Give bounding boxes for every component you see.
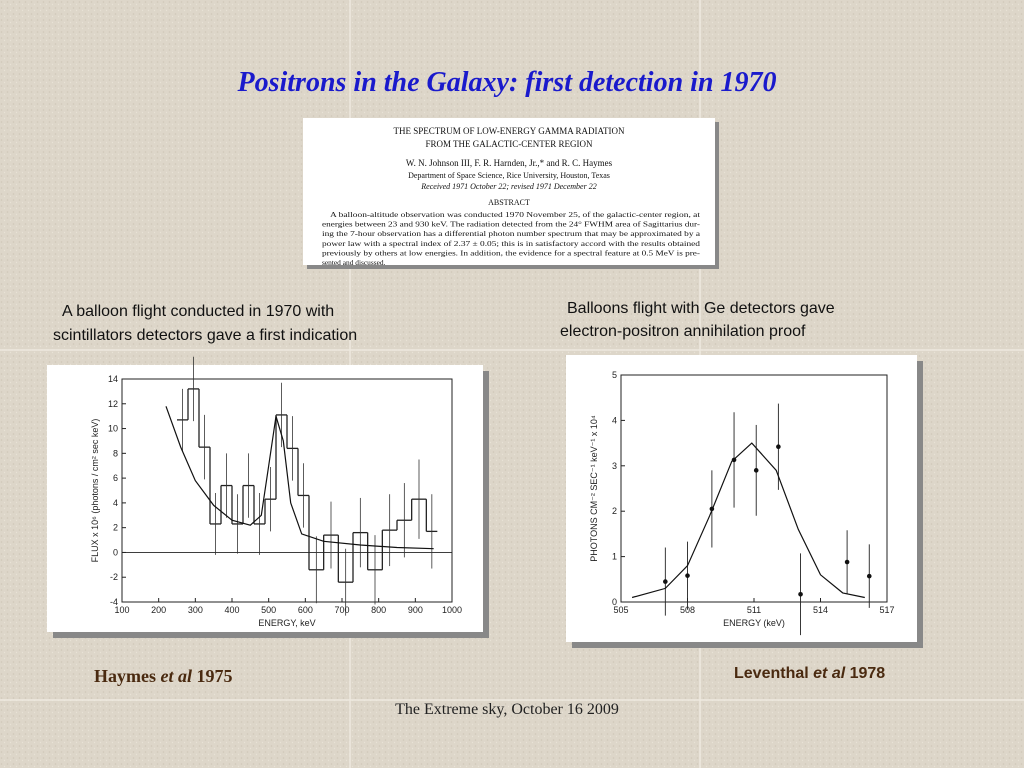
caption: Balloons flight with Ge detectors gave (567, 300, 835, 317)
x-axis-label: ENERGY (keV) (723, 618, 785, 628)
data-point (866, 573, 872, 579)
y-tick-label: 12 (108, 399, 118, 409)
authors: W. N. Johnson III, F. R. Harnden, Jr.,* … (406, 158, 613, 168)
y-tick-label: 8 (113, 448, 118, 458)
x-tick-label: 100 (114, 605, 129, 615)
y-tick-label: 2 (612, 506, 617, 516)
abstract-line: A balloon-altitude observation was condu… (330, 210, 701, 219)
citation-etal: et al (813, 665, 846, 682)
y-tick-label: 6 (113, 473, 118, 483)
y-tick-label: 1 (612, 552, 617, 562)
citation-name: Leventhal (734, 665, 809, 682)
abstract: THE SPECTRUM OF LOW-ENERGY GAMMA RADIATI… (322, 126, 701, 267)
x-tick-label: 500 (261, 605, 276, 615)
slide-title: Positrons in the Galaxy: first detection… (236, 67, 776, 98)
data-point (753, 468, 759, 473)
y-tick-label: 4 (113, 498, 118, 508)
affiliation: Department of Space Science, Rice Univer… (408, 171, 610, 180)
caption: scintillators detectors gave a first ind… (53, 327, 357, 344)
data-point (685, 573, 690, 578)
citation: Haymes et al 1975 (94, 666, 233, 686)
abstract-line: power law with a spectral index of 2.37 … (322, 239, 700, 248)
x-tick-label: 1000 (442, 605, 462, 615)
x-tick-label: 900 (408, 605, 423, 615)
y-tick-label: 0 (612, 597, 617, 607)
paper-title: FROM THE GALACTIC-CENTER REGION (425, 139, 593, 149)
model-curve (165, 406, 434, 550)
y-tick-label: 14 (108, 374, 118, 384)
x-tick-label: 514 (813, 605, 828, 615)
x-tick-label: 800 (371, 605, 386, 615)
data-point (776, 444, 781, 450)
data-point (798, 591, 803, 597)
axes-frame (121, 378, 453, 603)
abstract-heading: ABSTRACT (488, 198, 530, 207)
y-tick-label: 3 (612, 461, 617, 471)
abstract-box (303, 118, 715, 265)
data-point (844, 559, 850, 565)
received: Received 1971 October 22; revised 1971 D… (420, 182, 596, 191)
x-tick-label: 700 (334, 605, 349, 615)
y-tick-label: 2 (113, 523, 118, 533)
citation-year: 1978 (850, 665, 886, 682)
y-tick-label: -4 (110, 597, 118, 607)
citation-etal: et al (161, 666, 193, 686)
footer: The Extreme sky, October 16 2009 (395, 701, 619, 718)
citation: Leventhal et al 1978 (734, 665, 885, 682)
paper-title: THE SPECTRUM OF LOW-ENERGY GAMMA RADIATI… (394, 126, 625, 136)
citation-name: Haymes (94, 666, 156, 686)
y-axis-label: PHOTONS CM⁻² SEC⁻¹ keV⁻¹ x 10⁴ (589, 415, 599, 562)
y-tick-label: -2 (110, 572, 118, 582)
x-axis-label: ENERGY, keV (258, 618, 315, 628)
abstract-line: previously by others at low energies. In… (322, 248, 701, 257)
data-point (663, 579, 668, 584)
x-tick-label: 508 (680, 605, 695, 615)
x-tick-label: 300 (188, 605, 203, 615)
caption: electron-positron annihilation proof (560, 323, 806, 340)
model-curve (631, 442, 865, 599)
x-tick-label: 200 (151, 605, 166, 615)
x-tick-label: 400 (224, 605, 239, 615)
plots: 100 200 300 400 500 600 700 800 900 1000-4-202468… (90, 356, 895, 636)
caption: A balloon flight conducted in 1970 with (62, 303, 334, 320)
abstract-line: energies between 23 and 930 keV. The rad… (322, 220, 701, 229)
x-tick-label: 505 (613, 605, 628, 615)
x-tick-label: 517 (879, 605, 894, 615)
abstract-line: ing the 7-hour observation has a differe… (322, 229, 701, 238)
y-tick-label: 10 (108, 424, 118, 434)
y-axis-label: FLUX x 10⁶ (photons / cm² sec keV) (90, 419, 100, 563)
x-tick-label: 600 (298, 605, 313, 615)
captions: A balloon flight conducted in 1970 with … (53, 300, 835, 344)
plot-box (47, 365, 483, 632)
x-tick-label: 511 (747, 605, 761, 615)
citation-year: 1975 (197, 666, 233, 686)
plot-box (566, 355, 917, 642)
y-tick-label: 5 (612, 370, 617, 380)
abstract-line: sented and discussed. (322, 258, 386, 267)
y-tick-label: 0 (113, 547, 118, 557)
y-tick-label: 4 (612, 415, 617, 425)
